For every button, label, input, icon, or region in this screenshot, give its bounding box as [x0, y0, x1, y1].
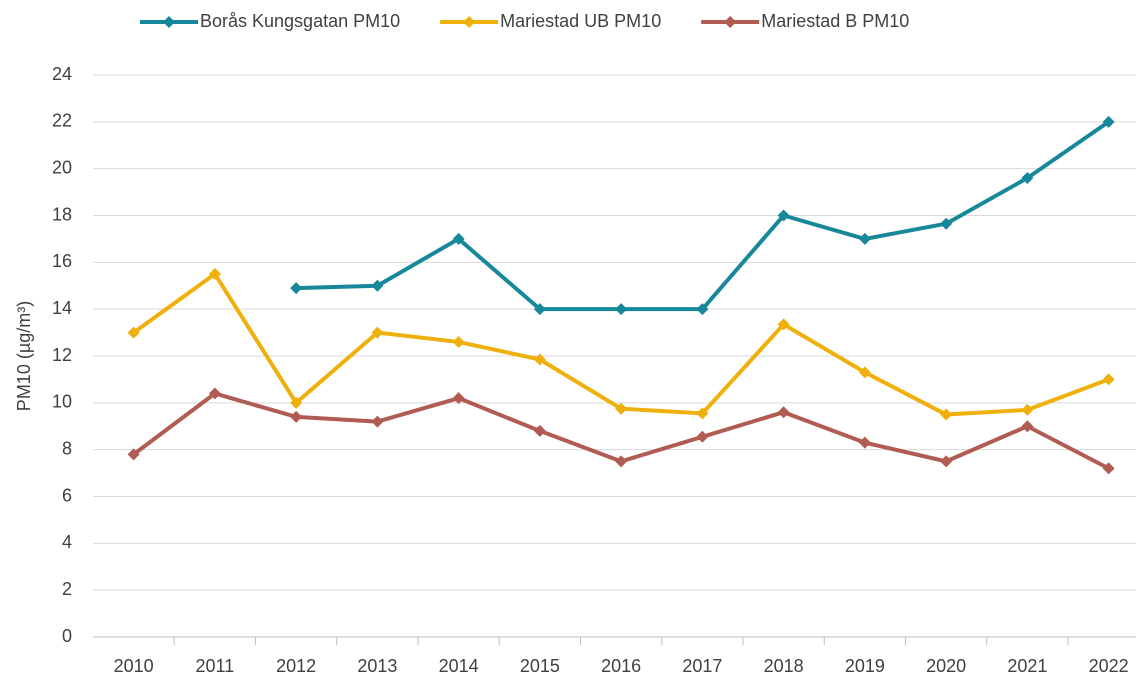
series-line: [132, 272, 1110, 417]
x-tick-label: 2011: [196, 656, 235, 676]
point-marker: [452, 335, 465, 348]
y-axis-label: PM10 (µg/m³): [14, 301, 34, 411]
point-marker: [1021, 403, 1034, 416]
legend-marker: [724, 16, 737, 28]
point-marker: [290, 410, 303, 423]
point-marker: [940, 217, 953, 230]
point-marker: [696, 303, 709, 316]
point-marker: [452, 392, 465, 405]
y-tick-label: 18: [52, 204, 72, 224]
y-tick-label: 4: [62, 532, 72, 552]
point-marker: [208, 387, 221, 400]
point-marker: [615, 402, 628, 415]
legend-marker: [463, 16, 476, 28]
point-marker: [533, 353, 546, 366]
x-tick-label: 2017: [682, 656, 722, 676]
point-marker: [1021, 420, 1034, 433]
y-tick-label: 20: [52, 157, 72, 177]
x-tick-label: 2020: [926, 656, 966, 676]
y-tick-label: 6: [62, 485, 72, 505]
y-tick-label: 12: [52, 345, 72, 365]
point-marker: [127, 326, 140, 339]
y-tick-label: 16: [52, 251, 72, 271]
point-marker: [777, 318, 790, 331]
y-tick-label: 14: [52, 298, 72, 318]
x-tick-label: 2016: [601, 656, 641, 676]
point-marker: [1021, 172, 1034, 185]
legend-label: Borås Kungsgatan PM10: [200, 11, 400, 31]
point-marker: [371, 279, 384, 292]
point-marker: [940, 408, 953, 421]
x-tick-label: 2018: [764, 656, 804, 676]
point-marker: [696, 407, 709, 420]
x-tick-label: 2019: [845, 656, 885, 676]
x-tick-label: 2010: [114, 656, 154, 676]
x-tick-label: 2014: [439, 656, 479, 676]
point-marker: [371, 415, 384, 428]
x-tick-label: 2013: [357, 656, 397, 676]
y-tick-label: 24: [52, 64, 72, 84]
point-marker: [858, 232, 871, 245]
y-tick-label: 10: [52, 392, 72, 412]
point-marker: [777, 209, 790, 222]
y-tick-label: 0: [62, 626, 72, 646]
point-marker: [1102, 115, 1115, 128]
point-marker: [615, 303, 628, 316]
x-tick-label: 2015: [520, 656, 560, 676]
legend-marker: [163, 16, 175, 28]
x-tick-label: 2012: [276, 656, 316, 676]
point-marker: [290, 282, 303, 295]
point-marker: [371, 326, 384, 339]
x-tick-label: 2022: [1089, 656, 1129, 676]
point-marker: [940, 455, 953, 468]
point-marker: [208, 268, 221, 281]
point-marker: [452, 232, 465, 245]
point-marker: [615, 455, 628, 468]
legend-label: Mariestad UB PM10: [500, 11, 661, 31]
point-marker: [858, 366, 871, 379]
y-tick-label: 8: [62, 438, 72, 458]
point-marker: [696, 430, 709, 443]
point-marker: [127, 448, 140, 461]
point-marker: [1102, 462, 1115, 475]
legend-label: Mariestad B PM10: [761, 11, 909, 31]
point-marker: [533, 424, 546, 437]
point-marker: [777, 406, 790, 419]
y-tick-label: 2: [62, 579, 72, 599]
point-marker: [858, 436, 871, 449]
point-marker: [1102, 373, 1115, 386]
y-tick-label: 22: [52, 111, 72, 131]
point-marker: [290, 396, 303, 409]
x-tick-label: 2021: [1007, 656, 1047, 676]
point-marker: [533, 303, 546, 316]
